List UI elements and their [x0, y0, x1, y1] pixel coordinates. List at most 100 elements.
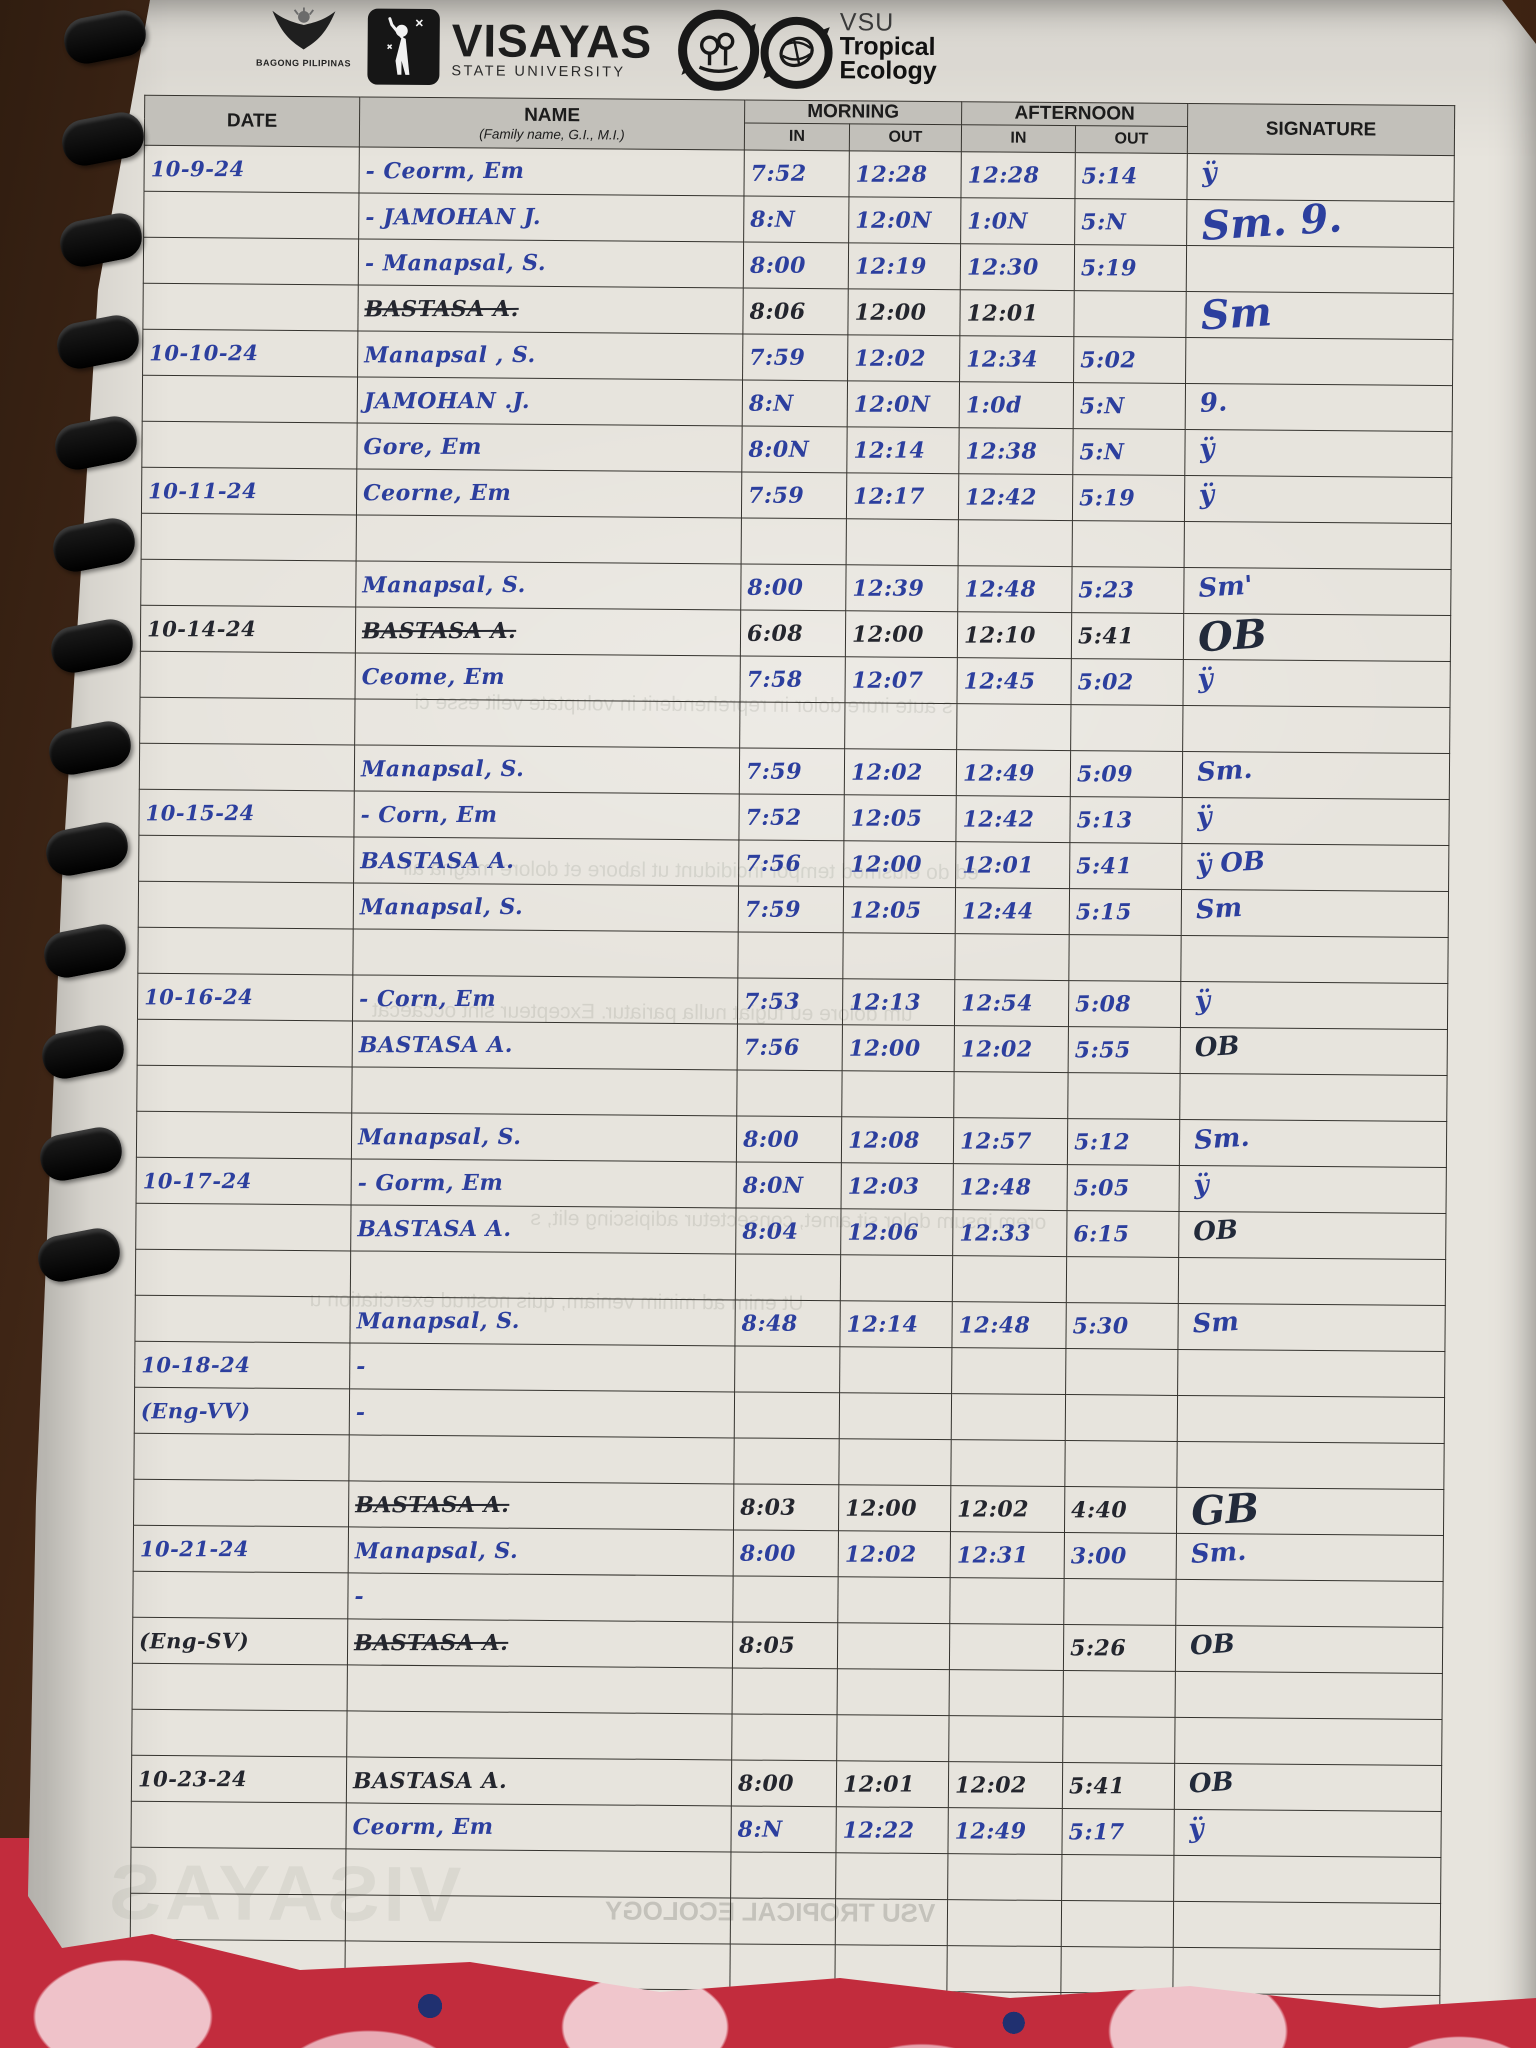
signature-mark: ÿ: [1200, 157, 1218, 189]
afternoon-out-cell: 5:23: [1071, 566, 1185, 614]
handwritten-time: 12:05: [850, 805, 923, 832]
morning-out-cell: 12:00: [842, 1024, 955, 1072]
morning-out-cell: 12:05: [843, 794, 957, 842]
afternoon-in-cell: [956, 703, 1072, 751]
date-cell: (Eng-SV): [132, 1617, 348, 1665]
handwritten-name: BASTASA A.: [357, 1215, 512, 1242]
handwritten-time: 8:N: [748, 390, 794, 417]
date-cell: [140, 559, 357, 607]
name-cell: BASTASA A.: [350, 1204, 737, 1254]
signature-mark: OB: [1192, 1214, 1239, 1248]
morning-in-cell: [734, 1345, 840, 1393]
afternoon-in-cell: [951, 1393, 1066, 1441]
handwritten-name: BASTASA A.: [358, 1031, 513, 1058]
date-cell: [136, 1111, 352, 1159]
handwritten-time: 5:02: [1080, 346, 1137, 373]
bagong-pilipinas-label: BAGONG PILIPINAS: [255, 57, 352, 69]
handwritten-name: Ceome, Em: [361, 663, 506, 690]
date-cell: [135, 1249, 351, 1297]
date-cell: 10-15-24: [138, 789, 355, 837]
morning-in-cell: 8:06: [742, 287, 849, 335]
handwritten-time: 7:52: [745, 804, 802, 831]
handwritten-time: 5:30: [1072, 1312, 1129, 1339]
signature-mark: Sm.: [1193, 1122, 1251, 1156]
handwritten-time: 12:02: [957, 1495, 1030, 1523]
morning-out-cell: 12:05: [843, 886, 956, 934]
date-column-header: DATE: [144, 95, 360, 147]
name-cell: BASTASA A.: [346, 1756, 732, 1806]
afternoon-out-cell: 4:40: [1064, 1486, 1177, 1534]
handwritten-time: 5:15: [1075, 898, 1132, 925]
name-column-header: NAME (Family name, G.I., M.I.): [359, 96, 745, 150]
morning-in-cell: [732, 1667, 838, 1715]
signature-cell: ÿ: [1184, 475, 1452, 524]
handwritten-time: 12:05: [849, 897, 922, 924]
university-name: VISAYAS: [451, 14, 653, 68]
afternoon-out-cell: 5:02: [1071, 658, 1184, 706]
afternoon-in-header: IN: [961, 124, 1076, 153]
signature-cell: OB: [1175, 1625, 1443, 1674]
handwritten-time: 5:23: [1078, 576, 1135, 603]
morning-in-cell: 8:N: [730, 1805, 837, 1853]
morning-out-cell: [839, 1346, 952, 1394]
attendance-table: DATE NAME (Family name, G.I., M.I.) MORN…: [129, 95, 1455, 2008]
wings-sun-icon: [272, 7, 336, 50]
handwritten-time: 6:08: [747, 620, 804, 647]
afternoon-in-cell: 1:0d: [959, 381, 1074, 429]
name-cell: [348, 1434, 735, 1484]
afternoon-out-cell: 5:19: [1072, 474, 1185, 522]
handwritten-name: JAMOHAN .J.: [363, 387, 531, 414]
org-name-block: VSU Tropical Ecology: [839, 8, 937, 85]
afternoon-out-cell: 3:00: [1064, 1532, 1177, 1580]
handwritten-time: 12:22: [842, 1817, 915, 1844]
morning-in-cell: 8:00: [733, 1529, 839, 1577]
handwritten-time: 7:59: [748, 482, 805, 509]
afternoon-out-cell: 5:55: [1068, 1026, 1181, 1074]
signature-mark: ÿ: [1195, 801, 1213, 833]
handwritten-time: 12:01: [966, 299, 1039, 327]
afternoon-in-cell: 12:45: [957, 657, 1072, 705]
date-cell: [130, 1801, 347, 1849]
morning-in-cell: [731, 1713, 838, 1761]
morning-column-header: MORNING: [744, 99, 962, 125]
signature-mark: OB: [1193, 1030, 1241, 1064]
signature-mark: Sm: [1191, 1306, 1240, 1340]
date-cell: [134, 1295, 351, 1343]
morning-in-cell: 8:0N: [736, 1161, 842, 1209]
signature-cell: ÿ: [1183, 659, 1451, 708]
morning-out-cell: [840, 1254, 953, 1302]
afternoon-in-cell: [949, 1669, 1064, 1717]
handwritten-time: 8:04: [742, 1218, 799, 1245]
morning-in-cell: [730, 1897, 836, 1945]
name-cell: Ceorne, Em: [356, 468, 742, 518]
morning-out-cell: 12:00: [843, 840, 956, 888]
handwritten-time: 12:00: [854, 299, 927, 326]
afternoon-out-cell: [1072, 520, 1185, 568]
morning-in-cell: 8:00: [736, 1115, 842, 1163]
name-cell: BASTASA A.: [347, 1618, 733, 1668]
afternoon-out-cell: 5:41: [1062, 1762, 1175, 1810]
date-cell: [138, 835, 354, 883]
handwritten-time: 8:05: [739, 1632, 796, 1659]
name-cell: Manapsal, S.: [348, 1526, 734, 1576]
handwritten-time: 5:08: [1075, 990, 1132, 1017]
handwritten-name: -: [356, 1353, 366, 1380]
handwritten-time: 8:00: [739, 1540, 796, 1567]
afternoon-in-cell: 1:0N: [960, 197, 1075, 245]
morning-in-cell: 7:58: [740, 655, 846, 703]
date-cell: [142, 375, 358, 423]
handwritten-time: 10-15-24: [145, 800, 255, 826]
handwritten-time: 8:00: [749, 252, 807, 279]
handwritten-name: Gore, Em: [363, 433, 482, 460]
date-cell: [135, 1203, 352, 1251]
handwritten-time: 4:40: [1071, 1496, 1128, 1523]
signature-cell: ÿ OB: [1181, 843, 1449, 892]
afternoon-in-cell: 12:44: [955, 887, 1070, 935]
handwritten-name: - Ceorm, Em: [365, 157, 525, 184]
handwritten-name: Manapsal, S.: [360, 755, 525, 782]
date-cell: [137, 1019, 353, 1067]
morning-out-cell: 12:13: [842, 978, 955, 1026]
afternoon-out-cell: 5:N: [1072, 428, 1186, 476]
signature-mark: ÿ: [1194, 985, 1212, 1017]
morning-out-cell: 12:08: [841, 1116, 954, 1164]
